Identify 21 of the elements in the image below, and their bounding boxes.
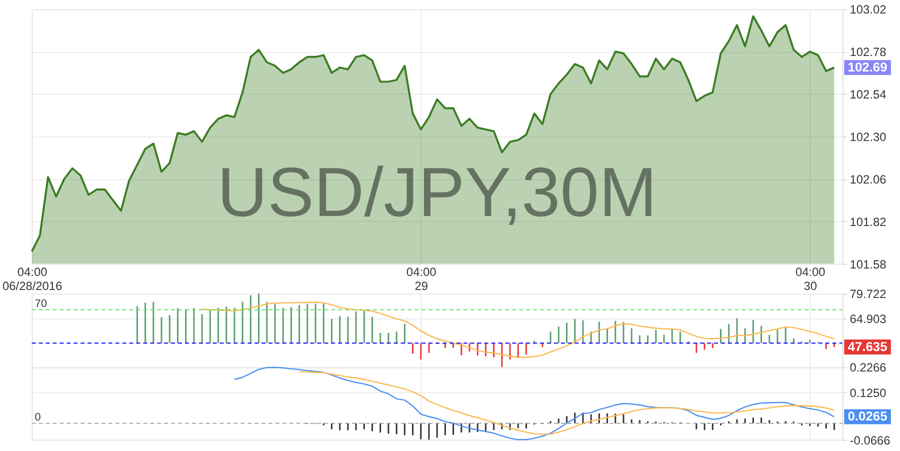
annotation: 0.0265 (848, 408, 888, 424)
annotation: 47.635 (848, 338, 888, 354)
y-tick-label: 103.02 (850, 2, 887, 17)
y-tick-label: 79.722 (850, 287, 887, 302)
y-tick-label: -0.0666 (850, 433, 891, 448)
x-tick-label: 04:00 29 (406, 265, 437, 294)
y-tick-label: 102.06 (850, 172, 887, 186)
ref-line-label: 0 (34, 411, 41, 424)
y-tick-label: 102.78 (850, 45, 887, 60)
y-tick-label: 101.82 (850, 214, 887, 229)
y-tick-label: 101.58 (850, 257, 887, 272)
y-tick-label: 64.903 (850, 312, 887, 326)
ref-line-label: 70 (34, 298, 47, 310)
y-tick-label: 0.1250 (850, 386, 887, 400)
x-tick-label: 04:00 06/28/2016 (2, 265, 63, 294)
x-tick-label: 04:00 30 (795, 265, 826, 294)
text: USD/JPY,30M (217, 152, 657, 231)
annotation: 102.69 (848, 60, 888, 75)
y-tick-label: 102.54 (850, 88, 887, 102)
y-tick-label: 102.30 (850, 130, 887, 144)
y-tick-label: 0.2266 (850, 360, 887, 375)
